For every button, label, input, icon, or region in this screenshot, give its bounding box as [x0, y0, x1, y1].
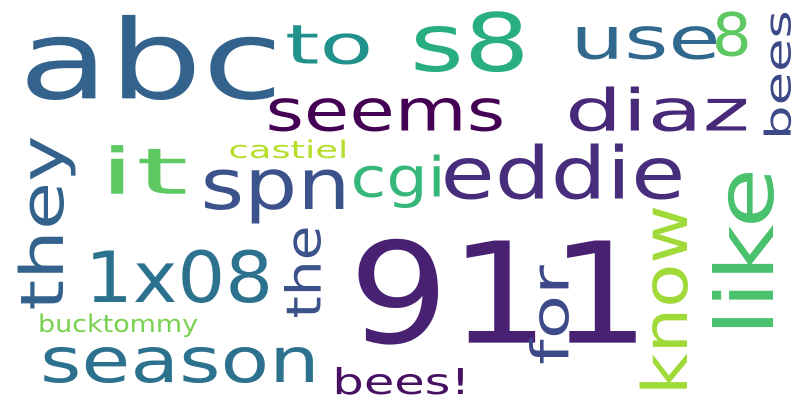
word-like: like	[698, 167, 792, 337]
word-cgi: cgi	[350, 145, 446, 210]
word-bees-exclaim: bees!	[331, 360, 470, 400]
word-for: for	[520, 265, 581, 365]
word-know: know	[629, 204, 703, 396]
word-to: to	[285, 13, 374, 77]
word-they: they	[6, 134, 77, 311]
word-use: use	[569, 4, 721, 73]
word-bees: bees	[756, 10, 799, 140]
word-castiel: castiel	[227, 135, 348, 164]
word-911: 911	[348, 212, 650, 377]
word-seems: seems	[264, 76, 505, 145]
word-1x08: 1x08	[85, 236, 274, 319]
word-8: 8	[711, 0, 752, 70]
word-it: it	[97, 134, 189, 210]
word-s8: s8	[410, 0, 530, 91]
word-abc: abc	[18, 0, 283, 125]
word-bucktommy: bucktommy	[38, 309, 199, 338]
word-season: season	[39, 324, 320, 397]
word-diaz: diaz	[565, 76, 751, 145]
word-eddie: eddie	[439, 131, 685, 216]
word-the: the	[275, 224, 332, 319]
word-spn: spn	[199, 143, 350, 226]
